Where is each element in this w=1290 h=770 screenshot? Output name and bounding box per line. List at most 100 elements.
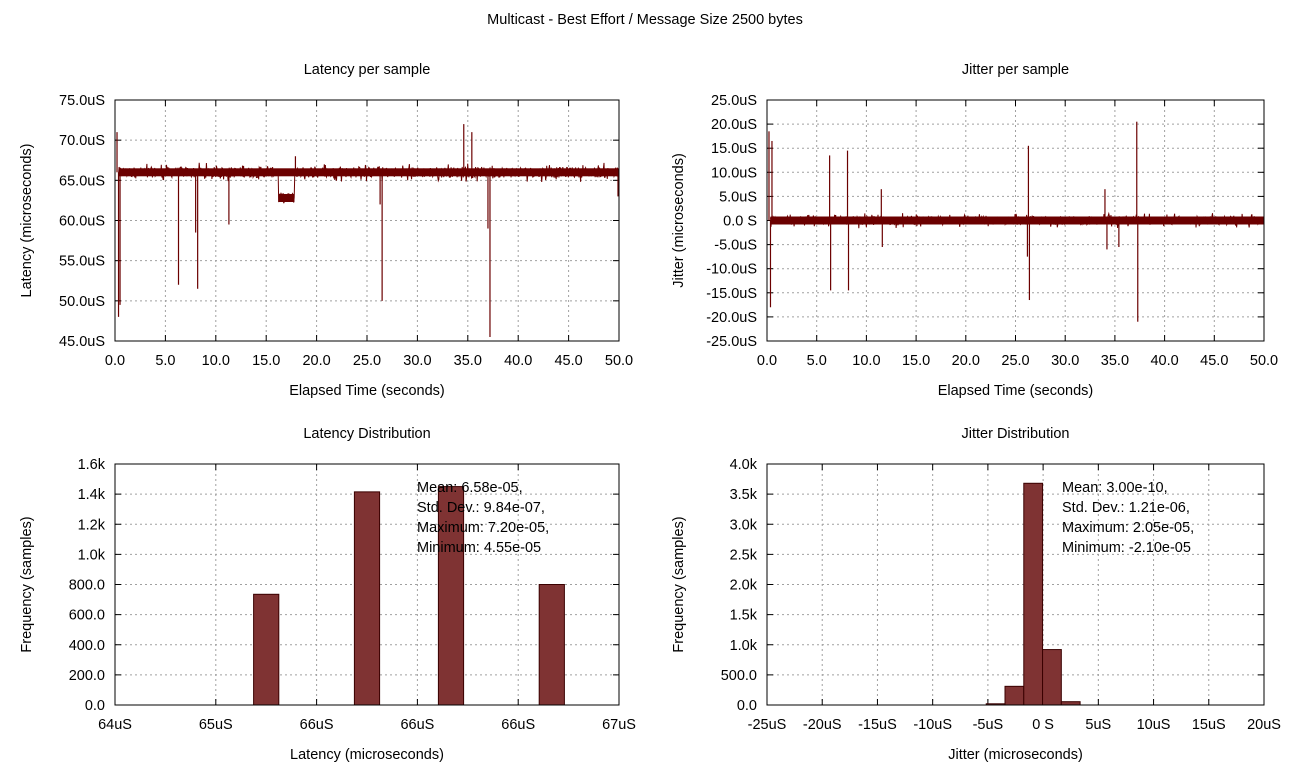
- x-tick-label: -25uS: [748, 717, 787, 733]
- x-tick-label: 0.0: [105, 353, 125, 369]
- y-tick-label: -10.0uS: [706, 262, 757, 278]
- histogram-bar: [437, 486, 465, 706]
- stats-annotation: Maximum: 2.05e-05,: [1062, 520, 1194, 536]
- x-axis-label: Elapsed Time (seconds): [289, 383, 445, 399]
- x-tick-label: 15uS: [1192, 717, 1226, 733]
- stats-annotation: Minimum: -2.10e-05: [1062, 540, 1191, 556]
- y-tick-label: 15.0uS: [711, 141, 757, 157]
- histogram-bar: [353, 491, 381, 706]
- x-tick-label: 35.0: [454, 353, 482, 369]
- y-tick-label: 65.0uS: [59, 173, 105, 189]
- x-tick-label: 45.0: [1200, 353, 1228, 369]
- x-tick-label: 5uS: [1085, 717, 1111, 733]
- histogram-bar: [1004, 685, 1025, 706]
- figure-title: Multicast - Best Effort / Message Size 2…: [487, 12, 803, 28]
- x-tick-label: 20uS: [1247, 717, 1281, 733]
- x-tick-label: 10.0: [852, 353, 880, 369]
- y-tick-label: 2.5k: [730, 547, 758, 563]
- x-tick-label: 25.0: [1001, 353, 1029, 369]
- x-tick-label: 64uS: [98, 717, 132, 733]
- latency-distribution-chart: Latency Distribution Latency (microsecond…: [19, 426, 636, 763]
- chart-title: Jitter Distribution: [962, 426, 1070, 442]
- x-tick-label: 15.0: [252, 353, 280, 369]
- y-tick-label: 75.0uS: [59, 93, 105, 109]
- y-tick-label: 5.0uS: [719, 189, 757, 205]
- y-tick-label: -15.0uS: [706, 286, 757, 302]
- plot-frame: [766, 463, 1265, 706]
- histogram-bar: [253, 593, 280, 706]
- x-tick-label: 40.0: [1150, 353, 1178, 369]
- x-tick-label: 0 S: [1032, 717, 1054, 733]
- y-tick-label: 60.0uS: [59, 214, 105, 230]
- series-density-band: [770, 216, 1264, 225]
- y-tick-label: 1.2k: [78, 517, 106, 533]
- x-tick-label: 10.0: [202, 353, 230, 369]
- x-tick-label: 10uS: [1137, 717, 1171, 733]
- y-tick-label: 400.0: [69, 638, 105, 654]
- jitter-per-sample-chart: Jitter per sample Elapsed Time (seconds) J…: [671, 62, 1278, 399]
- y-tick-label: 10.0uS: [711, 165, 757, 181]
- y-tick-label: 800.0: [69, 578, 105, 594]
- x-tick-label: 65uS: [199, 717, 233, 733]
- x-tick-label: 5.0: [155, 353, 175, 369]
- x-tick-label: 66uS: [400, 717, 434, 733]
- x-tick-label: 35.0: [1101, 353, 1129, 369]
- y-tick-label: 45.0uS: [59, 334, 105, 350]
- histogram-bar: [1023, 482, 1044, 706]
- y-tick-label: 70.0uS: [59, 133, 105, 149]
- y-tick-label: -25.0uS: [706, 334, 757, 350]
- y-tick-label: 1.4k: [78, 487, 106, 503]
- x-tick-label: 25.0: [353, 353, 381, 369]
- plot-frame: [114, 99, 620, 342]
- x-tick-label: 40.0: [504, 353, 532, 369]
- x-tick-label: -15uS: [858, 717, 897, 733]
- y-axis-label: Jitter (microseconds): [671, 153, 687, 288]
- plot-frame: [766, 99, 1265, 342]
- x-tick-label: 30.0: [1051, 353, 1079, 369]
- y-tick-label: 1.5k: [730, 608, 758, 624]
- x-axis-label: Latency (microseconds): [290, 747, 444, 763]
- y-tick-label: -5.0uS: [714, 238, 757, 254]
- x-tick-label: -5uS: [973, 717, 1004, 733]
- x-tick-label: 67uS: [602, 717, 636, 733]
- y-tick-label: 4.0k: [730, 457, 758, 473]
- stats-annotation: Std. Dev.: 1.21e-06,: [1062, 500, 1190, 516]
- histogram-bar: [538, 584, 565, 706]
- y-tick-label: 200.0: [69, 668, 105, 684]
- x-axis-label: Jitter (microseconds): [948, 747, 1083, 763]
- y-tick-label: 50.0uS: [59, 294, 105, 310]
- y-tick-label: 3.5k: [730, 487, 758, 503]
- x-tick-label: 0.0: [757, 353, 777, 369]
- chart-title: Latency Distribution: [303, 426, 430, 442]
- y-tick-label: 500.0: [721, 668, 757, 684]
- jitter-distribution-chart: Jitter Distribution Jitter (microseconds)…: [671, 426, 1281, 763]
- y-tick-label: -20.0uS: [706, 310, 757, 326]
- x-tick-label: -10uS: [913, 717, 952, 733]
- chart-title: Jitter per sample: [962, 62, 1069, 78]
- x-tick-label: 66uS: [501, 717, 535, 733]
- y-tick-label: 1.0k: [78, 547, 106, 563]
- y-tick-label: 55.0uS: [59, 254, 105, 270]
- stats-annotation: Minimum: 4.55e-05: [417, 540, 541, 556]
- stats-annotation: Mean: 6.58e-05,: [417, 480, 523, 496]
- series-density-band: [118, 168, 619, 177]
- stats-annotation: Std. Dev.: 9.84e-07,: [417, 500, 545, 516]
- y-tick-label: 3.0k: [730, 517, 758, 533]
- y-tick-label: 0.0: [85, 698, 105, 714]
- y-tick-label: 1.6k: [78, 457, 106, 473]
- x-tick-label: 30.0: [403, 353, 431, 369]
- y-tick-label: 0.0: [737, 698, 757, 714]
- x-tick-label: 50.0: [605, 353, 633, 369]
- x-tick-label: -20uS: [803, 717, 842, 733]
- y-tick-label: 20.0uS: [711, 117, 757, 133]
- x-axis-label: Elapsed Time (seconds): [938, 383, 1094, 399]
- x-tick-label: 20.0: [302, 353, 330, 369]
- y-tick-label: 2.0k: [730, 578, 758, 594]
- chart-title: Latency per sample: [304, 62, 431, 78]
- x-tick-label: 66uS: [300, 717, 334, 733]
- stats-annotation: Maximum: 7.20e-05,: [417, 520, 549, 536]
- x-tick-label: 15.0: [902, 353, 930, 369]
- plot-frame: [114, 463, 620, 706]
- y-tick-label: 0.0 S: [723, 214, 757, 230]
